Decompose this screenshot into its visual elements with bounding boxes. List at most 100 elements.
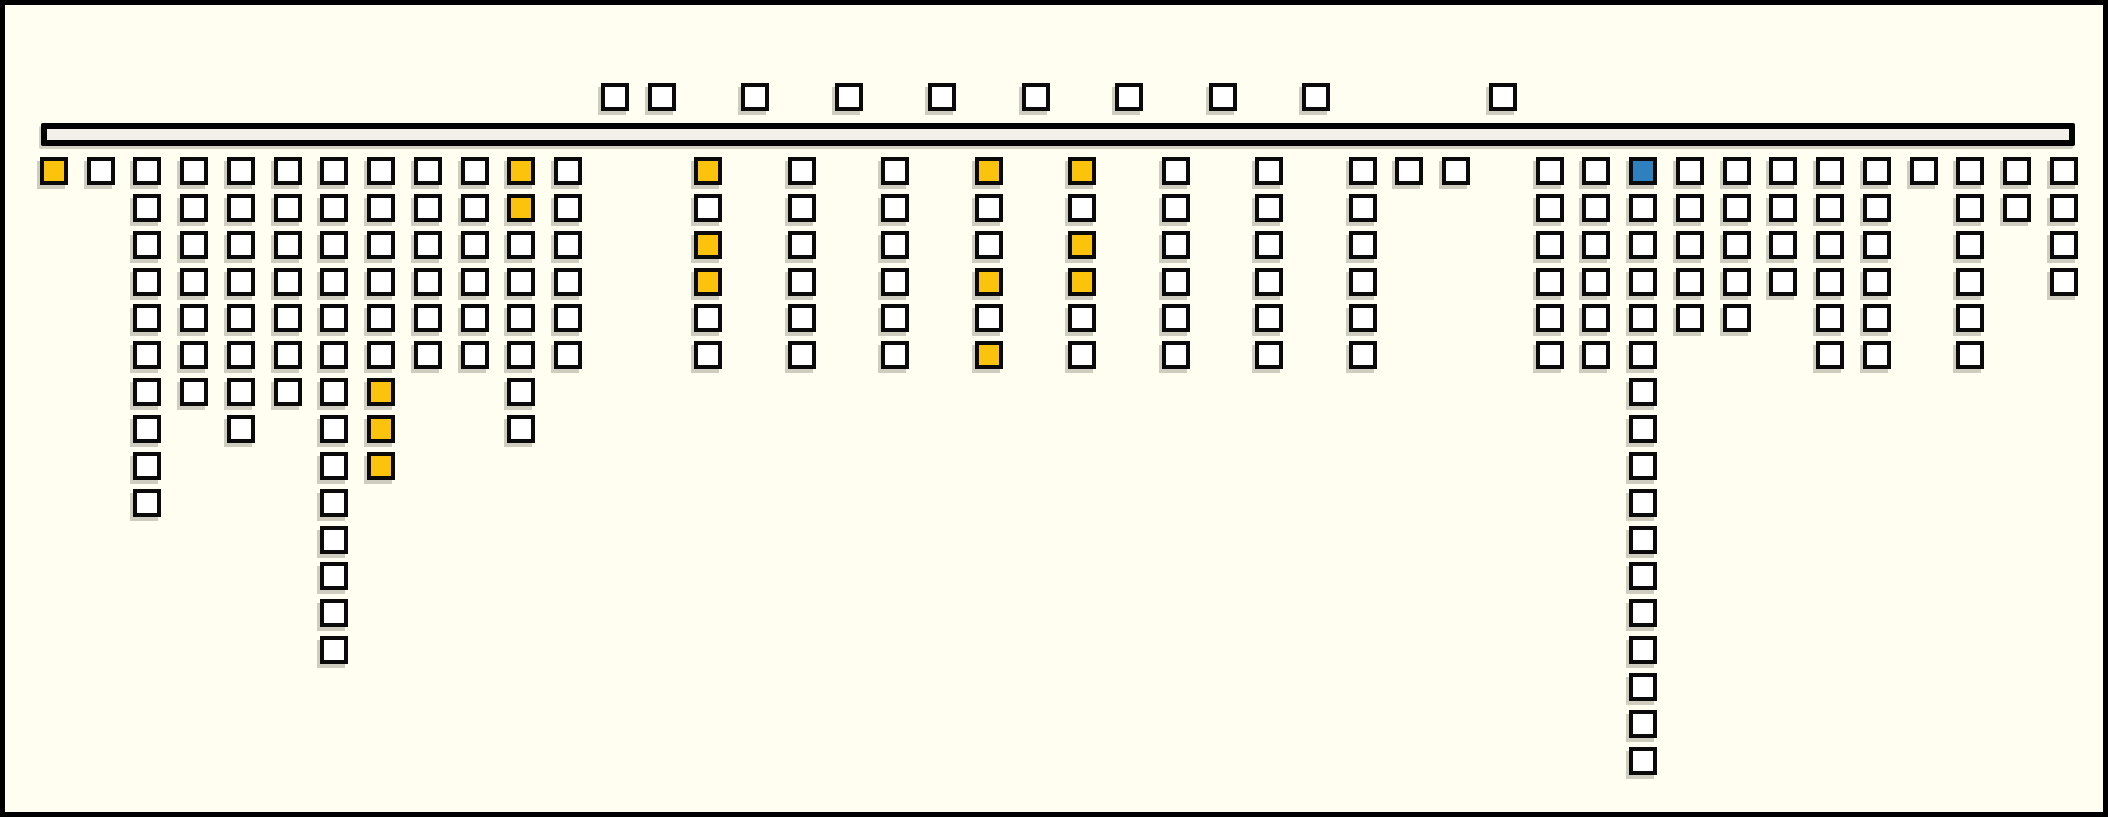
grid-square[interactable] (554, 304, 582, 332)
grid-square[interactable] (881, 194, 909, 222)
highlighted-square-blue[interactable] (1629, 157, 1657, 185)
grid-square[interactable] (367, 157, 395, 185)
grid-square[interactable] (2050, 157, 2078, 185)
grid-square[interactable] (1863, 341, 1891, 369)
grid-square[interactable] (320, 636, 348, 664)
grid-square[interactable] (180, 268, 208, 296)
grid-square[interactable] (1255, 157, 1283, 185)
grid-square[interactable] (227, 194, 255, 222)
grid-square[interactable] (694, 304, 722, 332)
grid-square[interactable] (133, 231, 161, 259)
grid-square[interactable] (1349, 157, 1377, 185)
above-bar-square[interactable] (928, 83, 956, 111)
grid-square[interactable] (1162, 268, 1190, 296)
grid-square[interactable] (507, 268, 535, 296)
grid-square[interactable] (1629, 452, 1657, 480)
grid-square[interactable] (1536, 268, 1564, 296)
grid-square[interactable] (274, 378, 302, 406)
grid-square[interactable] (1582, 304, 1610, 332)
grid-square[interactable] (1956, 157, 1984, 185)
highlighted-square-yellow[interactable] (367, 452, 395, 480)
grid-square[interactable] (1723, 157, 1751, 185)
grid-square[interactable] (1816, 304, 1844, 332)
grid-square[interactable] (1629, 194, 1657, 222)
grid-square[interactable] (1629, 636, 1657, 664)
above-bar-square[interactable] (1209, 83, 1237, 111)
grid-square[interactable] (788, 268, 816, 296)
grid-square[interactable] (1769, 157, 1797, 185)
grid-square[interactable] (133, 378, 161, 406)
grid-square[interactable] (1863, 268, 1891, 296)
grid-square[interactable] (274, 268, 302, 296)
grid-square[interactable] (1068, 194, 1096, 222)
grid-square[interactable] (227, 341, 255, 369)
grid-square[interactable] (507, 341, 535, 369)
grid-square[interactable] (320, 268, 348, 296)
grid-square[interactable] (1536, 194, 1564, 222)
grid-square[interactable] (1068, 341, 1096, 369)
grid-square[interactable] (788, 157, 816, 185)
grid-square[interactable] (367, 194, 395, 222)
grid-square[interactable] (2003, 194, 2031, 222)
grid-square[interactable] (1629, 562, 1657, 590)
grid-square[interactable] (1582, 231, 1610, 259)
grid-square[interactable] (367, 304, 395, 332)
grid-square[interactable] (507, 231, 535, 259)
grid-square[interactable] (881, 304, 909, 332)
grid-square[interactable] (1629, 747, 1657, 775)
grid-square[interactable] (461, 194, 489, 222)
grid-square[interactable] (367, 231, 395, 259)
grid-square[interactable] (1676, 194, 1704, 222)
grid-square[interactable] (1255, 304, 1283, 332)
grid-square[interactable] (1255, 194, 1283, 222)
grid-square[interactable] (414, 157, 442, 185)
grid-square[interactable] (1162, 194, 1190, 222)
grid-square[interactable] (975, 194, 1003, 222)
grid-square[interactable] (133, 341, 161, 369)
grid-square[interactable] (1723, 304, 1751, 332)
highlighted-square-yellow[interactable] (507, 194, 535, 222)
grid-square[interactable] (414, 304, 442, 332)
grid-square[interactable] (2050, 268, 2078, 296)
grid-square[interactable] (1863, 157, 1891, 185)
grid-square[interactable] (1629, 378, 1657, 406)
grid-square[interactable] (461, 268, 489, 296)
grid-square[interactable] (1676, 231, 1704, 259)
grid-square[interactable] (274, 194, 302, 222)
grid-square[interactable] (881, 341, 909, 369)
grid-square[interactable] (1442, 157, 1470, 185)
above-bar-square[interactable] (601, 83, 629, 111)
grid-square[interactable] (180, 231, 208, 259)
grid-square[interactable] (507, 415, 535, 443)
grid-square[interactable] (1629, 710, 1657, 738)
grid-square[interactable] (1629, 599, 1657, 627)
above-bar-square[interactable] (1022, 83, 1050, 111)
grid-square[interactable] (367, 341, 395, 369)
grid-square[interactable] (1956, 268, 1984, 296)
grid-square[interactable] (180, 157, 208, 185)
grid-square[interactable] (788, 194, 816, 222)
grid-square[interactable] (1536, 231, 1564, 259)
grid-square[interactable] (227, 157, 255, 185)
grid-square[interactable] (133, 194, 161, 222)
grid-square[interactable] (1816, 194, 1844, 222)
highlighted-square-yellow[interactable] (694, 231, 722, 259)
highlighted-square-yellow[interactable] (694, 268, 722, 296)
highlighted-square-yellow[interactable] (694, 157, 722, 185)
grid-square[interactable] (1349, 268, 1377, 296)
grid-square[interactable] (414, 268, 442, 296)
grid-square[interactable] (507, 304, 535, 332)
grid-square[interactable] (1162, 304, 1190, 332)
highlighted-square-yellow[interactable] (40, 157, 68, 185)
grid-square[interactable] (414, 194, 442, 222)
grid-square[interactable] (414, 341, 442, 369)
grid-square[interactable] (554, 194, 582, 222)
grid-square[interactable] (320, 526, 348, 554)
above-bar-square[interactable] (1489, 83, 1517, 111)
grid-square[interactable] (1723, 268, 1751, 296)
grid-square[interactable] (1816, 341, 1844, 369)
grid-square[interactable] (1536, 157, 1564, 185)
grid-square[interactable] (227, 415, 255, 443)
grid-square[interactable] (1910, 157, 1938, 185)
highlighted-square-yellow[interactable] (1068, 157, 1096, 185)
